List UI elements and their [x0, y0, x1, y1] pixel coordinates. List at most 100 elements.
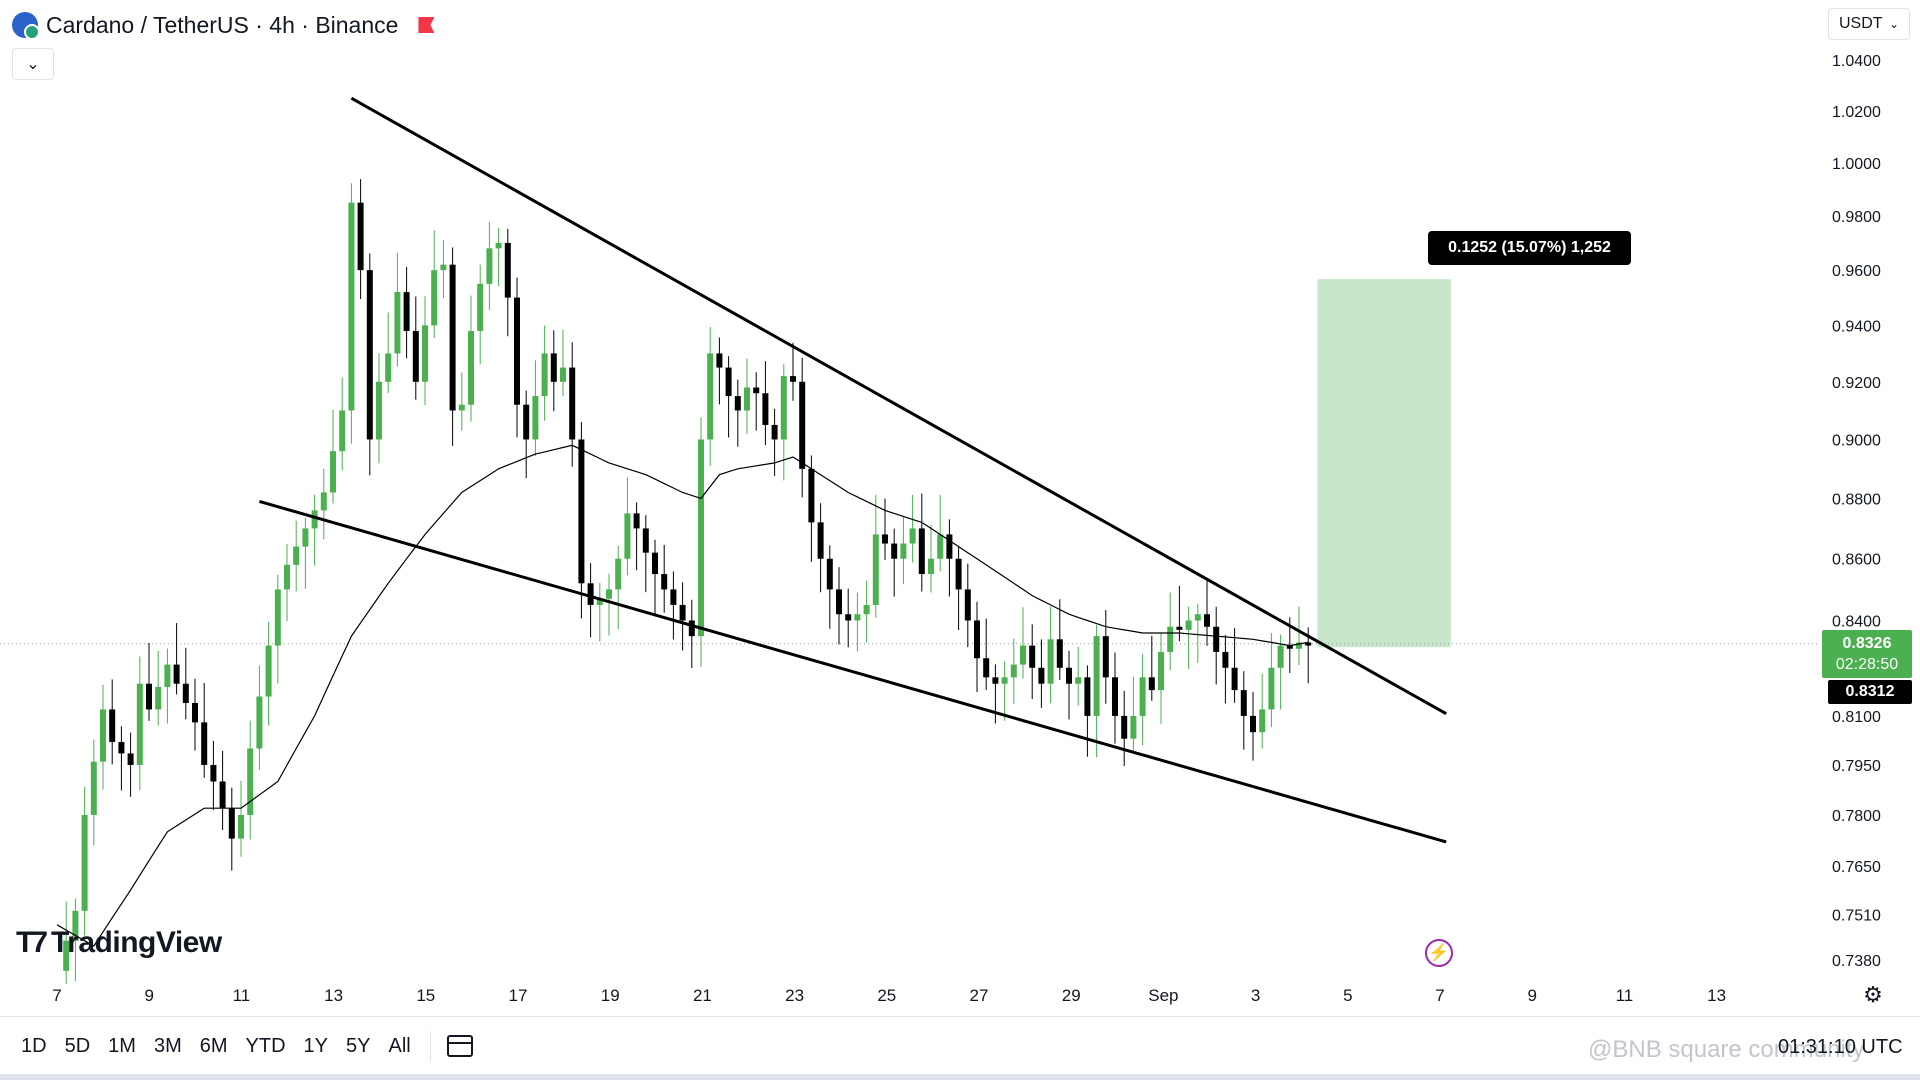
- candle-body: [1222, 651, 1229, 668]
- candle-body: [523, 404, 530, 440]
- candle-body: [357, 202, 364, 271]
- candle-body: [81, 814, 88, 911]
- candle-body: [587, 583, 594, 605]
- gear-icon[interactable]: ⚙: [1863, 982, 1883, 1007]
- candle-body: [642, 528, 649, 553]
- candle-body: [661, 574, 668, 590]
- flash-icon[interactable]: ⚡: [1425, 939, 1453, 967]
- x-tick-label: 25: [877, 986, 896, 1005]
- last-price-tag: 0.8326 02:28:50: [1822, 630, 1912, 678]
- candle-body: [394, 292, 401, 354]
- x-tick-label: 11: [1616, 986, 1634, 1005]
- range-5y-button[interactable]: 5Y: [346, 1034, 371, 1057]
- currency-label: USDT: [1839, 15, 1883, 32]
- currency-select[interactable]: USDT ⌄: [1828, 8, 1910, 40]
- x-tick-label: 19: [601, 986, 620, 1005]
- tradingview-mark-icon: T7: [16, 926, 48, 959]
- candle-body: [1296, 642, 1302, 649]
- range-1y-button[interactable]: 1Y: [303, 1034, 329, 1057]
- candle-body: [790, 376, 796, 382]
- range-1m-button[interactable]: 1M: [108, 1034, 136, 1057]
- y-tick-label: 0.7510: [1832, 907, 1881, 924]
- candle-body: [219, 781, 226, 809]
- range-6m-button[interactable]: 6M: [199, 1034, 228, 1057]
- candle-body: [1020, 645, 1026, 665]
- y-tick-label: 0.9200: [1832, 375, 1881, 392]
- bar-countdown: 02:28:50: [1835, 656, 1899, 673]
- calendar-icon[interactable]: [446, 1035, 473, 1057]
- x-tick-label: 29: [1062, 986, 1081, 1005]
- x-tick-label: 3: [1251, 986, 1260, 1005]
- candle-body: [228, 808, 235, 839]
- candle-body: [836, 589, 842, 615]
- candle-body: [1158, 651, 1164, 691]
- candle-body: [624, 513, 631, 559]
- candle-body: [63, 940, 70, 971]
- target-zone: [1317, 279, 1451, 648]
- candle-body: [477, 283, 484, 331]
- candle-body: [201, 722, 208, 765]
- y-tick-label: 0.7650: [1832, 859, 1881, 876]
- candle-body: [946, 534, 953, 559]
- x-tick-label: 11: [233, 986, 251, 1005]
- candle-body: [247, 748, 254, 815]
- candle-body: [514, 297, 520, 405]
- candle-body: [707, 353, 714, 440]
- candle-body: [1250, 715, 1256, 733]
- symbol-title[interactable]: Cardano / TetherUS · 4h · Binance: [46, 11, 399, 38]
- candle-body: [679, 604, 686, 621]
- candle-body: [1259, 709, 1266, 733]
- tradingview-logo[interactable]: T7 TradingView: [16, 926, 222, 960]
- y-tick-label: 1.0400: [1832, 53, 1881, 70]
- range-5d-button[interactable]: 5D: [64, 1034, 91, 1057]
- candle-body: [127, 753, 134, 765]
- candle-body: [596, 598, 603, 605]
- candle-body: [1286, 645, 1293, 649]
- flag-icon[interactable]: [418, 17, 435, 33]
- candle-body: [744, 387, 750, 411]
- candle-body: [210, 764, 217, 782]
- candle-body: [302, 528, 309, 547]
- x-tick-label: 17: [509, 986, 528, 1005]
- collapse-legend-button[interactable]: ⌄: [12, 48, 54, 80]
- candle-body: [532, 396, 539, 440]
- candle-body: [495, 242, 502, 249]
- price-chart[interactable]: 1.0400 1.0200 1.0000 0.9800 0.9600 0.9400 0.92…: [0, 0, 1920, 1016]
- x-tick-label: 15: [416, 986, 435, 1005]
- candle-body: [771, 424, 778, 440]
- candle-body: [1056, 639, 1063, 668]
- range-ytd-button[interactable]: YTD: [245, 1034, 286, 1057]
- candle-body: [1167, 626, 1174, 652]
- range-3m-button[interactable]: 3M: [153, 1034, 182, 1057]
- candle-body: [440, 264, 447, 271]
- candle-body: [284, 564, 290, 590]
- x-tick-label: 7: [1435, 986, 1444, 1005]
- candle-body: [1268, 667, 1275, 710]
- candle-body: [872, 534, 879, 605]
- candle-body: [403, 292, 410, 331]
- logo-text: TradingView: [51, 926, 222, 959]
- candle-body: [1102, 636, 1109, 678]
- candle-body: [256, 696, 263, 749]
- candle-body: [854, 614, 861, 621]
- footer-strip: [0, 1074, 1920, 1080]
- candle-body: [992, 677, 999, 684]
- candle-body: [449, 264, 456, 411]
- trendline-upper: [350, 96, 1447, 716]
- moving-average-line: [56, 444, 1309, 947]
- y-tick-label: 0.7380: [1832, 953, 1881, 970]
- y-tick-label: 0.9800: [1832, 209, 1881, 226]
- candle-body: [845, 614, 852, 621]
- utc-clock[interactable]: 01:31:10 UTC: [1778, 1036, 1903, 1058]
- candle-body: [863, 604, 870, 615]
- chevron-down-icon: ⌄: [1888, 17, 1899, 31]
- candle-body: [1204, 614, 1210, 627]
- candle-body: [274, 589, 281, 646]
- candle-body: [882, 534, 888, 544]
- range-toolbar: 1D 5D 1M 3M 6M YTD 1Y 5Y All: [12, 1028, 473, 1064]
- candle-body: [118, 741, 125, 754]
- y-tick-label: 0.8400: [1832, 613, 1881, 630]
- range-1d-button[interactable]: 1D: [21, 1034, 47, 1057]
- x-tick-label: 13: [324, 986, 343, 1005]
- range-all-button[interactable]: All: [388, 1034, 411, 1057]
